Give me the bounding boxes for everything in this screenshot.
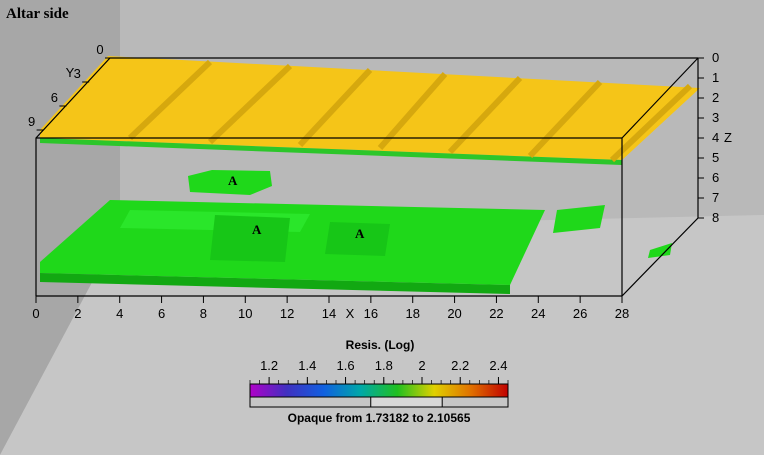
x-tick-label: 28 xyxy=(615,306,629,321)
legend-tick-label: 1.2 xyxy=(260,358,278,373)
y-tick-label: 6 xyxy=(51,90,58,105)
x-tick-label: 24 xyxy=(531,306,545,321)
z-tick-label: 6 xyxy=(712,170,719,185)
z-tick-label: 8 xyxy=(712,210,719,225)
x-axis-label: X xyxy=(346,306,355,321)
z-tick-label: 1 xyxy=(712,70,719,85)
z-tick-label: 3 xyxy=(712,110,719,125)
annotation-layer: A A A xyxy=(228,173,365,241)
opaque-range-caption: Opaque from 1.73182 to 2.10565 xyxy=(287,411,471,425)
x-tick-label: 0 xyxy=(32,306,39,321)
legend-tick-label: 2 xyxy=(418,358,425,373)
z-axis-label: Z xyxy=(724,130,732,145)
chart-title: Altar side xyxy=(6,6,69,22)
x-tick-label: 22 xyxy=(489,306,503,321)
legend-title: Resis. (Log) xyxy=(345,338,415,352)
x-tick-label: 6 xyxy=(158,306,165,321)
y-tick-label: 9 xyxy=(28,114,35,129)
colorbar xyxy=(249,383,509,398)
legend-tick-label: 2.4 xyxy=(489,358,507,373)
x-tick-label: 8 xyxy=(200,306,207,321)
opaque-range-bar xyxy=(370,396,443,408)
legend-tick-label: 1.8 xyxy=(375,358,393,373)
x-tick-label: 4 xyxy=(116,306,123,321)
y-tick-label: 0 xyxy=(96,42,103,57)
y-axis-label: Y xyxy=(66,65,75,80)
color-legend: 1.2 1.4 1.6 1.8 2 2.2 2.4 xyxy=(249,358,509,408)
low-resistivity-body xyxy=(40,170,672,294)
opaque-range-frame xyxy=(249,396,509,408)
x-tick-label: 20 xyxy=(447,306,461,321)
x-tick-label: 16 xyxy=(364,306,378,321)
z-tick-label: 5 xyxy=(712,150,719,165)
annotation-label: A xyxy=(228,173,238,188)
z-tick-label: 7 xyxy=(712,190,719,205)
annotation-label: A xyxy=(252,222,262,237)
y-tick-label: 3 xyxy=(74,66,81,81)
annotation-label: A xyxy=(355,226,365,241)
y-axis: 03 6 9 Y xyxy=(28,42,112,131)
z-tick-label: 0 xyxy=(712,50,719,65)
x-tick-label: 14 xyxy=(322,306,336,321)
z-tick-label: 4 xyxy=(712,130,719,145)
x-tick-label: 18 xyxy=(405,306,419,321)
z-tick-label: 2 xyxy=(712,90,719,105)
x-tick-label: 10 xyxy=(238,306,252,321)
colorbar-ticks: 1.2 1.4 1.6 1.8 2 2.2 2.4 xyxy=(249,358,509,384)
x-tick-label: 12 xyxy=(280,306,294,321)
x-tick-label: 2 xyxy=(74,306,81,321)
x-axis: 0 2 4 6 8 10 12 14 16 18 20 22 24 26 28X xyxy=(32,296,629,321)
high-resistivity-layer xyxy=(40,56,700,165)
legend-tick-label: 1.6 xyxy=(337,358,355,373)
z-axis: 0 1 2 3 4 5 6 7 8 Z xyxy=(698,50,732,225)
legend-tick-label: 1.4 xyxy=(298,358,316,373)
x-tick-label: 26 xyxy=(573,306,587,321)
legend-tick-label: 2.2 xyxy=(451,358,469,373)
